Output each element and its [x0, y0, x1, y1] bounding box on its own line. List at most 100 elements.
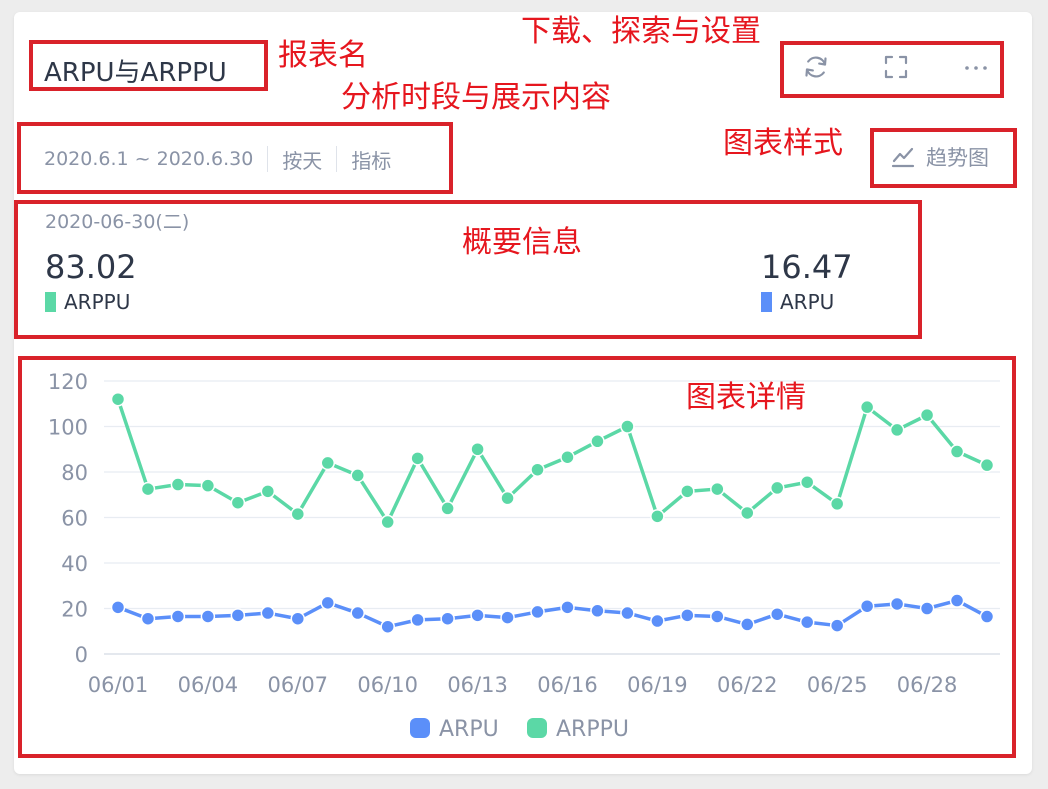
- arpu-legend-label: ARPU: [439, 717, 499, 742]
- arpu-data-point: [140, 611, 156, 626]
- arpu-data-point: [260, 605, 276, 621]
- arppu-summary-legend: ARPPU: [45, 290, 130, 314]
- arppu-data-point: [620, 419, 635, 434]
- arppu-data-point: [200, 478, 216, 493]
- arpu-data-point: [170, 609, 186, 624]
- x-tick-label: 06/25: [807, 673, 868, 697]
- arppu-data-point: [949, 444, 965, 459]
- more-icon[interactable]: [961, 52, 991, 82]
- divider: [267, 146, 269, 172]
- arppu-data-point: [380, 514, 395, 530]
- chart-style-label: 趋势图: [926, 146, 989, 170]
- x-tick-label: 06/28: [897, 673, 958, 697]
- arppu-data-point: [769, 480, 785, 496]
- x-tick-label: 06/10: [357, 673, 418, 697]
- arpu-data-point: [410, 612, 425, 628]
- arpu-data-point: [350, 605, 365, 621]
- y-tick-label: 80: [61, 461, 88, 485]
- y-tick-label: 120: [48, 370, 88, 394]
- chart-style-button[interactable]: 趋势图: [890, 142, 989, 172]
- arpu-data-point: [769, 606, 785, 622]
- arpu-legend-swatch: [410, 718, 430, 738]
- arpu-data-point: [829, 618, 845, 633]
- arppu-data-point: [889, 422, 905, 438]
- date-range-picker[interactable]: 2020.6.1 ~ 2020.6.30: [44, 148, 254, 170]
- arpu-data-point: [949, 593, 965, 608]
- x-tick-label: 06/22: [717, 673, 778, 697]
- arppu-data-point: [470, 442, 485, 457]
- arppu-legend-swatch: [527, 718, 547, 738]
- x-tick-label: 06/13: [447, 673, 508, 697]
- arpu-color-swatch: [761, 292, 772, 312]
- arppu-data-point: [230, 495, 246, 510]
- metrics-selector[interactable]: 指标: [351, 148, 392, 173]
- annotation-box-chart-style: [870, 128, 1017, 188]
- arppu-data-point: [290, 506, 306, 522]
- annotation-summary: 概要信息: [462, 225, 582, 260]
- arppu-data-point: [500, 490, 515, 506]
- y-tick-label: 60: [61, 507, 88, 531]
- arpu-data-point: [680, 608, 695, 623]
- arppu-data-point: [799, 474, 815, 490]
- arpu-data-point: [859, 598, 875, 614]
- arpu-data-point: [530, 604, 545, 620]
- x-tick-label: 06/01: [88, 673, 149, 697]
- arppu-data-point: [859, 399, 875, 415]
- arpu-data-point: [590, 603, 605, 619]
- granularity-selector[interactable]: 按天: [282, 148, 323, 173]
- arppu-data-point: [740, 505, 755, 521]
- annotation-chart-detail: 图表详情: [686, 380, 806, 415]
- arppu-data-point: [110, 391, 126, 407]
- arpu-data-point: [380, 619, 395, 634]
- arpu-data-point: [620, 605, 635, 621]
- annotation-box-title: [29, 40, 268, 91]
- arppu-summary-value: 83.02: [45, 248, 137, 286]
- x-tick-label: 06/07: [268, 673, 329, 697]
- arpu-data-point: [290, 611, 306, 626]
- report-title: ARPU与ARPPU: [44, 58, 227, 88]
- arpu-data-point: [560, 600, 575, 615]
- filter-bar: 2020.6.1 ~ 2020.6.30 按天 指标: [44, 143, 405, 175]
- arppu-data-point: [440, 501, 455, 516]
- arppu-data-point: [260, 484, 276, 499]
- annotation-box-filters: [17, 122, 453, 194]
- arppu-data-point: [140, 481, 156, 497]
- divider: [336, 146, 338, 172]
- arppu-data-point: [979, 457, 995, 473]
- fullscreen-icon[interactable]: [881, 52, 911, 82]
- arppu-data-point: [170, 477, 186, 492]
- refresh-icon[interactable]: [801, 52, 831, 82]
- arppu-summary-label: ARPPU: [64, 290, 131, 314]
- arppu-data-point: [919, 407, 935, 423]
- annotation-box-toolbar: [780, 41, 1004, 98]
- annotation-chart-style: 图表样式: [723, 126, 843, 161]
- arpu-data-point: [710, 609, 725, 624]
- arppu-data-point: [320, 455, 336, 471]
- arppu-data-point: [680, 484, 695, 499]
- arpu-data-point: [889, 596, 905, 612]
- y-tick-label: 20: [61, 598, 88, 622]
- arpu-data-point: [470, 608, 485, 623]
- arpu-data-point: [650, 613, 665, 629]
- arpu-data-point: [200, 609, 216, 624]
- arppu-color-swatch: [45, 292, 56, 312]
- arpu-data-point: [500, 610, 515, 625]
- arpu-data-point: [440, 611, 455, 626]
- y-tick-label: 40: [61, 552, 88, 576]
- summary-date: 2020-06-30(二): [45, 211, 190, 233]
- y-tick-label: 0: [75, 643, 88, 667]
- arpu-data-point: [799, 614, 815, 630]
- arpu-data-point: [230, 608, 246, 623]
- arpu-data-point: [320, 595, 336, 611]
- arppu-data-point: [560, 449, 575, 465]
- x-tick-label: 06/16: [537, 673, 598, 697]
- arppu-data-point: [650, 509, 665, 524]
- arppu-legend-label: ARPPU: [556, 717, 629, 742]
- arppu-data-point: [710, 481, 725, 497]
- arpu-data-point: [979, 609, 995, 624]
- trend-icon: [891, 147, 915, 168]
- annotation-period: 分析时段与展示内容: [341, 80, 611, 115]
- annotation-report-name: 报表名: [278, 38, 368, 73]
- arpu-summary-legend: ARPU: [761, 290, 834, 314]
